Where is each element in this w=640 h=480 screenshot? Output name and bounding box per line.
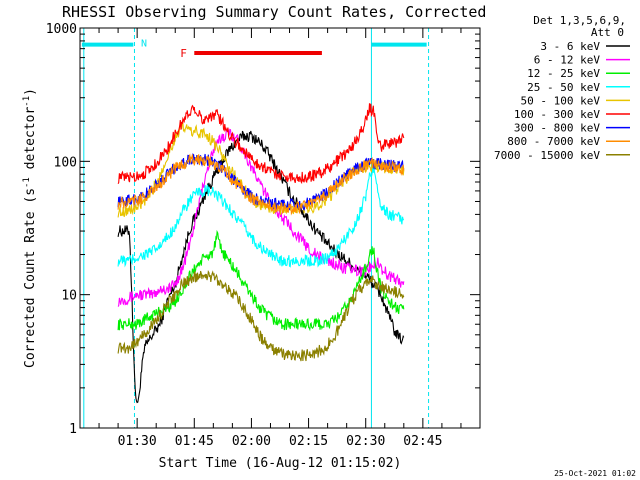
x-tick-label-0: 01:30 — [118, 434, 157, 449]
legend-label-0: 3 - 6 keV — [540, 40, 600, 53]
legend-label-6: 300 - 800 keV — [514, 122, 600, 135]
y-axis-label-end: ) — [23, 88, 38, 96]
x-axis-label: Start Time (16-Aug-12 01:15:02) — [159, 456, 402, 471]
series-line-7 — [117, 153, 405, 216]
legend-label-7: 800 - 7000 keV — [507, 135, 600, 148]
legend-header-line1: Det 1,3,5,6,9, — [533, 14, 626, 27]
legend-label-4: 50 - 100 keV — [521, 94, 601, 107]
y-axis-label-mid: detector — [23, 107, 38, 178]
x-tick-label-3: 02:15 — [289, 434, 328, 449]
series-line-1 — [117, 128, 405, 307]
series-line-8 — [117, 269, 405, 362]
flare-label: F — [180, 47, 187, 60]
vertical-markers — [83, 28, 430, 428]
night-label: N — [141, 38, 147, 49]
y-tick-label-0: 1 — [69, 422, 77, 437]
y-axis-label-exp1: -1 — [22, 177, 32, 188]
series-group — [117, 103, 405, 404]
legend-label-5: 100 - 300 keV — [514, 108, 600, 121]
legend-label-2: 12 - 25 keV — [527, 67, 600, 80]
chart-title: RHESSI Observing Summary Count Rates, Co… — [62, 3, 486, 21]
x-tick-label-2: 02:00 — [232, 434, 271, 449]
plot-frame — [79, 27, 481, 429]
y-axis-label-exp2: -1 — [22, 96, 32, 107]
legend-label-8: 7000 - 15000 keV — [494, 149, 600, 162]
x-tick-label-1: 01:45 — [175, 434, 214, 449]
y-tick-label-3: 1000 — [46, 22, 77, 37]
y-tick-label-1: 10 — [61, 289, 77, 304]
x-tick-label-4: 02:30 — [346, 434, 385, 449]
legend-label-3: 25 - 50 keV — [527, 81, 600, 94]
series-line-5 — [117, 103, 405, 185]
series-line-2 — [117, 229, 405, 332]
legend-header-line2: Att 0 — [591, 26, 624, 39]
y-axis-label: Corrected Count Rate (s-1 detector-1) — [22, 88, 38, 368]
legend-label-1: 6 - 12 keV — [534, 54, 601, 67]
annotations: FN — [81, 38, 427, 60]
axes: 01:30 01:45 02:00 02:15 02:30 02:45 1 10 100 1000 — [46, 22, 480, 449]
x-tick-label-5: 02:45 — [403, 434, 442, 449]
y-tick-label-2: 100 — [54, 155, 77, 170]
y-axis-label-main: Corrected Count Rate (s — [23, 188, 38, 368]
series-line-3 — [117, 163, 405, 268]
footer-date: 25-Oct-2021 01:02 — [554, 469, 636, 478]
